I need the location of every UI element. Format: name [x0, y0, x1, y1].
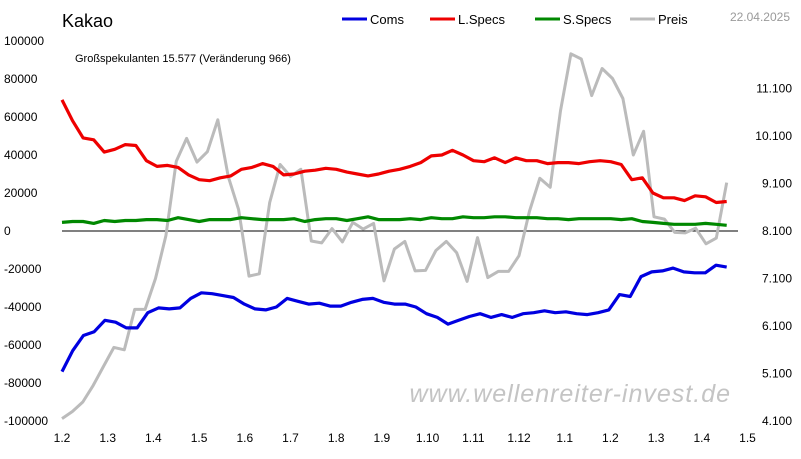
legend-label: S.Specs	[563, 12, 612, 27]
right-tick-label: 4.100	[762, 414, 792, 428]
x-tick-label: 1.3	[648, 431, 665, 445]
right-tick-label: 5.100	[762, 367, 792, 381]
x-tick-label: 1.4	[145, 431, 162, 445]
right-tick-label: 8.100	[762, 224, 792, 238]
right-tick-label: 9.100	[762, 177, 792, 191]
left-tick-label: -80000	[4, 376, 42, 390]
series-line-l-specs	[60, 99, 727, 205]
left-tick-label: -40000	[4, 300, 42, 314]
x-tick-label: 1.11	[462, 431, 485, 445]
x-tick-label: 1.10	[416, 431, 440, 445]
left-tick-label: 100000	[4, 34, 44, 48]
left-tick-label: -100000	[4, 414, 48, 428]
x-tick-label: 1.8	[328, 431, 345, 445]
legend-label: L.Specs	[458, 12, 505, 27]
left-tick-label: 60000	[4, 110, 38, 124]
x-tick-label: 1.5	[191, 431, 208, 445]
x-tick-label: 1.2	[602, 431, 619, 445]
x-tick-label: 1.2	[54, 431, 71, 445]
legend: Coms L.Specs S.Specs Preis	[342, 12, 688, 27]
x-tick-label: 1.6	[236, 431, 253, 445]
left-tick-label: 20000	[4, 186, 38, 200]
right-tick-label: 7.100	[762, 272, 792, 286]
x-axis: 1.2 1.3 1.4 1.5 1.6 1.7 1.8 1.9 1.10 1.11 1.12 1.1 1…	[54, 431, 757, 445]
legend-label: Coms	[370, 12, 404, 27]
right-tick-label: 10.100	[755, 129, 792, 143]
legend-item-l-specs: L.Specs	[430, 12, 505, 27]
series-line-s-specs	[61, 215, 727, 227]
left-tick-label: -20000	[4, 262, 42, 276]
x-tick-label: 1.7	[282, 431, 299, 445]
legend-item-s-specs: S.Specs	[535, 12, 612, 27]
left-tick-label: 40000	[4, 148, 38, 162]
right-tick-label: 6.100	[762, 319, 792, 333]
left-axis: 100000 80000 60000 40000 20000 0 -20000 -40000 -…	[4, 34, 48, 428]
chart-annotation: Großspekulanten 15.577 (Veränderung 966)	[75, 53, 291, 65]
x-tick-label: 1.1	[556, 431, 573, 445]
series-line-preis	[61, 52, 729, 420]
legend-item-coms: Coms	[342, 12, 404, 27]
series-line-coms	[60, 263, 727, 373]
left-tick-label: 0	[4, 224, 11, 238]
left-tick-label: 80000	[4, 72, 38, 86]
watermark: www.wellenreiter-invest.de	[410, 380, 732, 408]
chart-date: 22.04.2025	[730, 10, 790, 24]
left-tick-label: -60000	[4, 338, 42, 352]
x-tick-label: 1.9	[374, 431, 391, 445]
x-tick-label: 1.3	[99, 431, 116, 445]
x-tick-label: 1.4	[693, 431, 710, 445]
chart-title: Kakao	[62, 11, 113, 31]
legend-label: Preis	[658, 12, 688, 27]
plot-area	[60, 52, 738, 420]
right-axis: 11.100 10.100 9.100 8.100 7.100 6.100 5.100 4.1…	[755, 82, 792, 429]
legend-item-preis: Preis	[630, 12, 688, 27]
x-tick-label: 1.12	[507, 431, 531, 445]
x-tick-label: 1.5	[739, 431, 756, 445]
right-tick-label: 11.100	[756, 82, 792, 96]
